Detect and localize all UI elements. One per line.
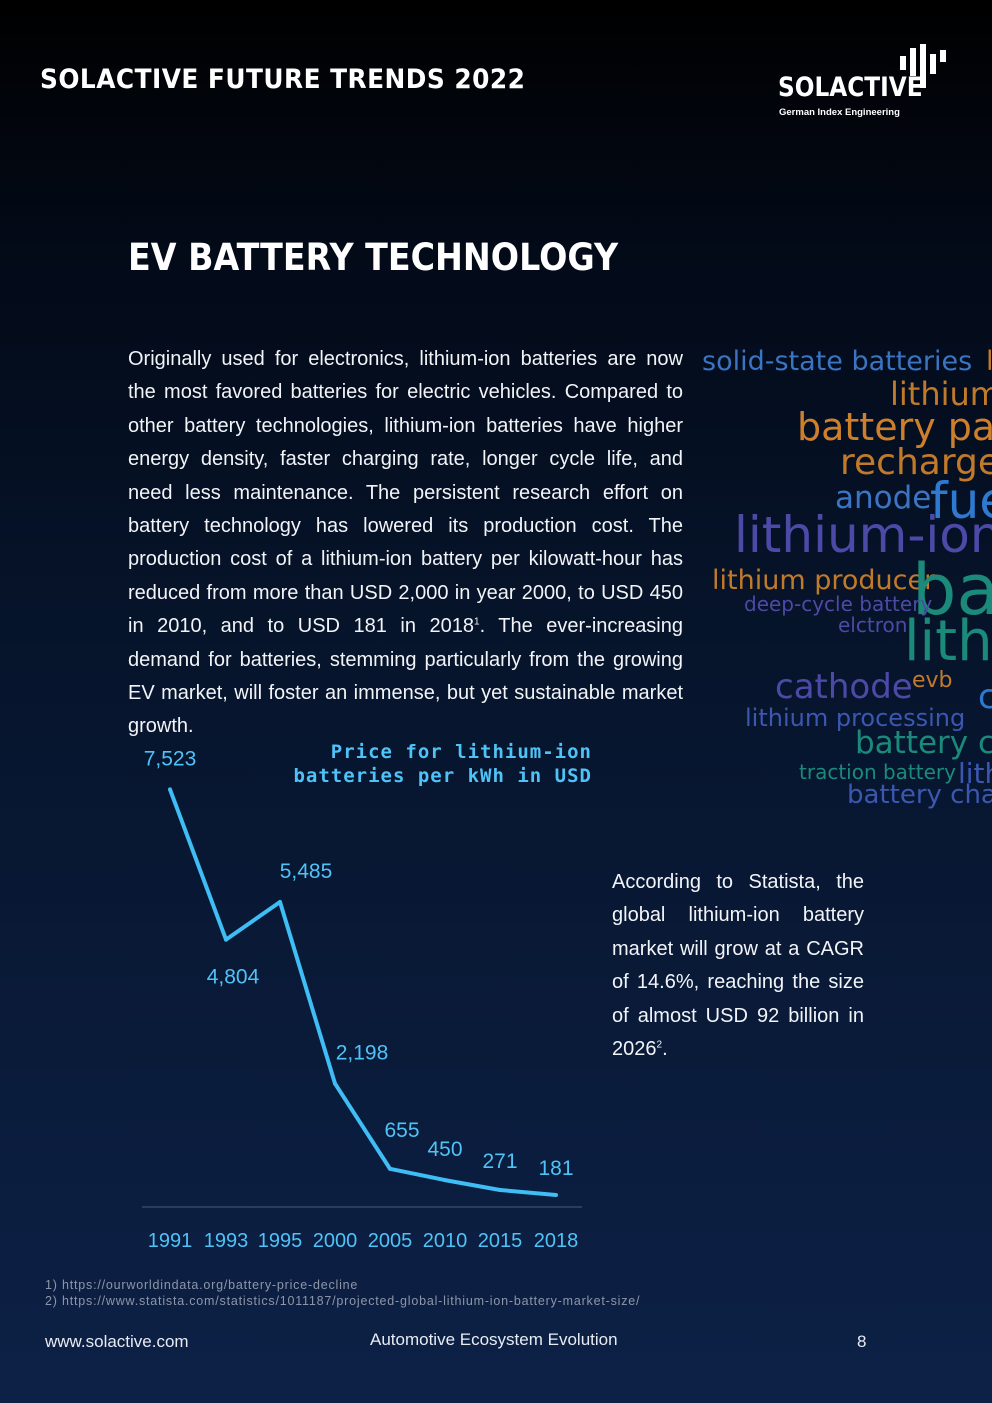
wordcloud-word: lithium producer [712, 565, 936, 596]
page-title: EV BATTERY TECHNOLOGY [128, 236, 619, 279]
data-point-1993 [224, 937, 228, 942]
bar-mark-icon [900, 44, 946, 88]
wordcloud-word: battery ce [855, 725, 992, 761]
wordcloud-word: lithium-ion [734, 506, 992, 564]
data-point-2000 [333, 1081, 337, 1086]
data-label-2018: 181 [538, 1157, 573, 1180]
chart-title-line-1: Price for lithium-ion [330, 741, 592, 763]
wordcloud-word: traction battery [799, 760, 956, 784]
logo-wordmark: SOLACTIVE [778, 72, 923, 103]
wordcloud-word: anode [835, 480, 932, 516]
footnote-2[interactable]: 2) https://www.statista.com/statistics/1… [45, 1293, 641, 1308]
logo-tagline: German Index Engineering [779, 107, 900, 118]
x-tick-2000: 2000 [313, 1230, 358, 1252]
intro-text-after: . The ever-increasing demand for batteri… [128, 615, 683, 738]
data-point-1995 [278, 900, 282, 904]
wordcloud-word: cathode [775, 667, 913, 707]
wordcloud-word: lith [958, 757, 992, 790]
footer-url-link[interactable]: www.solactive.com [45, 1332, 189, 1351]
solactive-logo[interactable]: SOLACTIVE German Index Engineering [778, 44, 953, 124]
x-tick-2005: 2005 [368, 1230, 413, 1252]
data-label-2005: 655 [384, 1119, 419, 1142]
data-label-1993: 4,804 [207, 966, 260, 989]
wordcloud-word: l [986, 346, 992, 377]
footnote-1[interactable]: 1) https://ourworldindata.org/battery-pr… [45, 1278, 359, 1292]
data-label-1995: 5,485 [280, 860, 333, 883]
footnote-ref-1[interactable]: 1 [474, 616, 480, 628]
page-number: 8 [857, 1332, 867, 1351]
statista-paragraph: According to Statista, the global lithiu… [612, 866, 864, 1066]
wordcloud-word: evb [912, 668, 953, 693]
series-line [168, 788, 557, 1197]
data-point-2015 [498, 1188, 502, 1192]
wordcloud-word: deep-cycle battery [744, 592, 933, 616]
chart-title-line-2: batteries per kWh in USD [293, 765, 592, 787]
wordcloud-word: lithium [890, 375, 992, 413]
chart-title: Price for lithium-ion batteries per kWh … [293, 740, 592, 788]
footnote-ref-2[interactable]: 2 [656, 1039, 663, 1051]
side-text-after: . [662, 1038, 668, 1061]
wordcloud-word: battery charg [847, 780, 992, 810]
footer-section-title: Automotive Ecosystem Evolution [370, 1330, 618, 1349]
data-point-2005 [388, 1166, 392, 1171]
data-label-1991: 7,523 [144, 747, 197, 770]
x-tick-1991: 1991 [148, 1230, 193, 1252]
wordcloud-word: lith [904, 609, 992, 674]
x-tick-2018: 2018 [534, 1230, 579, 1252]
data-point-2010 [443, 1178, 447, 1183]
wordcloud-word: recharge [840, 442, 992, 483]
x-tick-2010: 2010 [423, 1230, 468, 1252]
x-tick-1993: 1993 [204, 1230, 249, 1252]
wordcloud-word: elctron [838, 613, 908, 637]
battery-price-chart-svg: 7,523 1991 4,804 1993 5,485 1995 2,198 2000 655 2… [142, 747, 582, 1252]
wordcloud-word: lithium processing [745, 704, 966, 732]
data-point-1991 [168, 787, 172, 792]
battery-price-chart: 7,523 1991 4,804 1993 5,485 1995 2,198 2000 655 2… [130, 715, 600, 1260]
wordcloud-word: ba [912, 549, 992, 631]
data-label-2010: 450 [427, 1138, 462, 1161]
data-label-2015: 271 [482, 1150, 517, 1173]
x-tick-2015: 2015 [478, 1230, 523, 1252]
side-text: According to Statista, the global lithiu… [612, 871, 864, 1061]
intro-paragraph: Originally used for electronics, lithium… [128, 343, 683, 744]
x-tick-1995: 1995 [258, 1230, 303, 1252]
data-point-2018 [554, 1193, 558, 1197]
wordcloud-word: battery pac [797, 405, 992, 449]
header-title: SOLACTIVE FUTURE TRENDS 2022 [40, 64, 526, 95]
data-label-2000: 2,198 [336, 1042, 389, 1065]
wordcloud-word: solid-state batteries [702, 346, 973, 377]
footnotes: 1) https://ourworldindata.org/battery-pr… [45, 1278, 640, 1309]
wordcloud-word: fue [930, 472, 992, 530]
intro-text: Originally used for electronics, lithium… [128, 348, 683, 638]
wordcloud-word: c [978, 677, 992, 717]
